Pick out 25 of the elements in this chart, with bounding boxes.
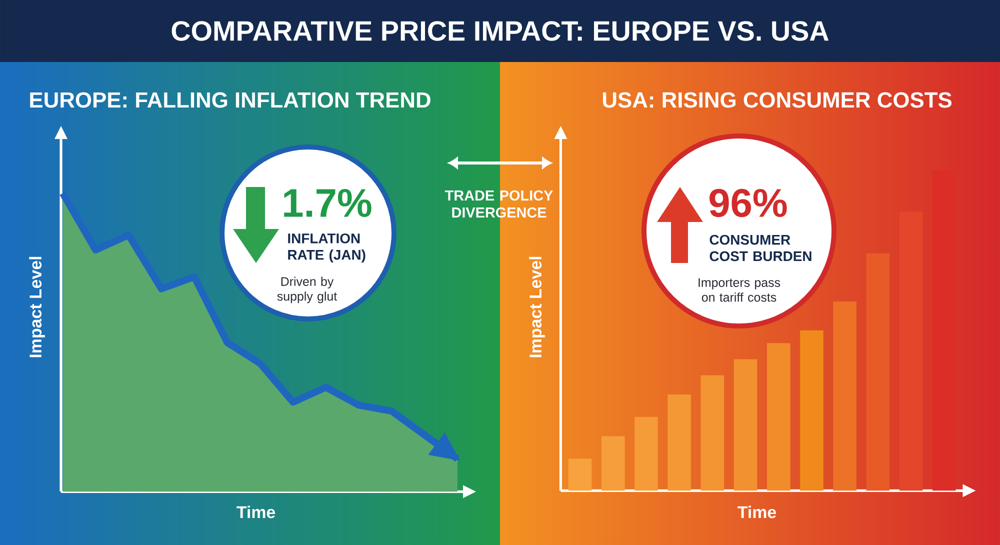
annotation: Importers pass on tariff costs bbox=[698, 278, 780, 302]
x-axis-title: Time bbox=[738, 506, 776, 518]
annotation: Driven by supply glut bbox=[277, 276, 338, 304]
annotation: CONSUMER COST BURDEN bbox=[710, 234, 812, 262]
bar bbox=[668, 394, 691, 491]
bar bbox=[601, 436, 625, 491]
annotation: INFLATION RATE (JAN) bbox=[288, 233, 366, 263]
bar bbox=[568, 458, 592, 491]
annotation: 1.7% bbox=[284, 188, 372, 218]
annotation: 96% bbox=[710, 188, 787, 218]
bar bbox=[766, 343, 790, 491]
bar bbox=[700, 375, 724, 491]
bar bbox=[734, 359, 758, 491]
bar bbox=[833, 301, 856, 491]
bar bbox=[866, 253, 890, 491]
bar bbox=[800, 330, 824, 491]
text: COMPARATIVE PRICE IMPACT: EUROPE VS. USA bbox=[172, 21, 829, 41]
y-axis-title: Impact Level bbox=[29, 256, 45, 358]
bar bbox=[899, 212, 923, 491]
bar bbox=[932, 170, 956, 491]
chart-title: USA: RISING CONSUMER COSTS bbox=[602, 92, 952, 108]
y-axis-title: Impact Level bbox=[529, 256, 545, 358]
x-axis-title: Time bbox=[236, 506, 276, 518]
bar bbox=[634, 416, 658, 491]
chart-title: EUROPE: FALLING INFLATION TREND bbox=[30, 92, 430, 108]
